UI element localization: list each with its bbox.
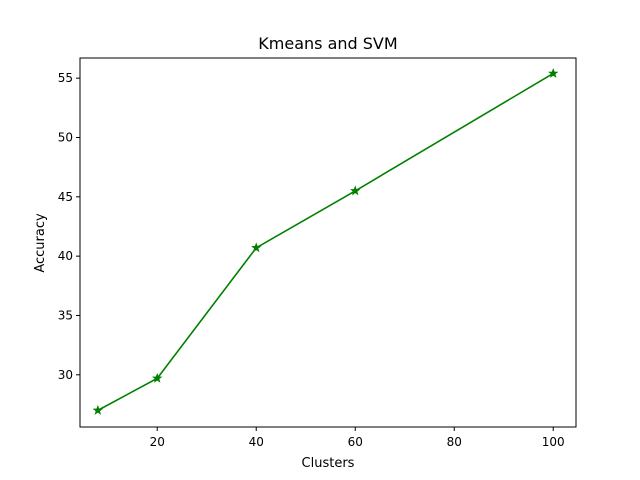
- chart-title: Kmeans and SVM: [258, 34, 397, 53]
- x-tick-label: 20: [150, 435, 165, 449]
- y-axis-label: Accuracy: [33, 213, 48, 273]
- y-tick-label: 50: [58, 130, 73, 144]
- data-point-marker: [350, 185, 361, 196]
- y-tick-label: 35: [58, 308, 73, 322]
- y-tick-label: 45: [58, 190, 73, 204]
- data-point-marker: [92, 404, 104, 415]
- axis-ticks: 20 40 60 80 100 30 35 40 45 50 55: [58, 71, 565, 449]
- y-tick-label: 30: [58, 368, 73, 382]
- data-point-marker: [251, 242, 262, 253]
- x-tick-label: 60: [348, 435, 363, 449]
- data-point-marker: [548, 67, 559, 78]
- data-point-marker: [152, 372, 163, 383]
- x-axis-label: Clusters: [302, 456, 355, 471]
- x-tick-label: 100: [542, 435, 565, 449]
- x-tick-label: 40: [249, 435, 264, 449]
- plot-frame: [79, 57, 577, 428]
- x-tick-label: 80: [447, 435, 462, 449]
- y-tick-label: 40: [58, 249, 73, 263]
- y-tick-label: 55: [58, 71, 73, 85]
- series-layer: [92, 67, 559, 415]
